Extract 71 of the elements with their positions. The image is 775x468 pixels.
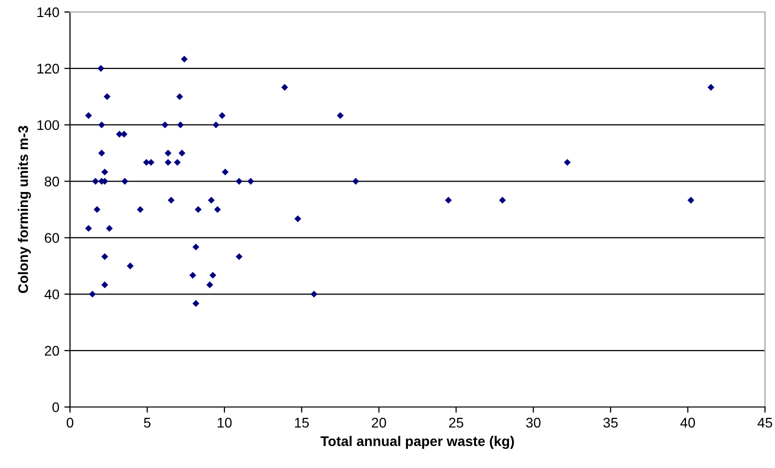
point	[97, 65, 104, 72]
y-tick-label: 40	[44, 289, 60, 300]
point	[218, 112, 226, 119]
x-axis-title: Total annual paper waste (kg)	[320, 436, 514, 449]
y-tick-label: 100	[37, 120, 60, 130]
point	[192, 244, 200, 250]
y-tick-label: 20	[44, 346, 60, 356]
point	[148, 158, 154, 166]
point	[168, 196, 175, 204]
point	[499, 196, 506, 204]
x-tick-label: 40	[680, 418, 695, 428]
y-axis-title: Colony forming units m-3	[18, 126, 31, 294]
point	[178, 150, 186, 156]
point	[120, 130, 128, 138]
x-tick-label: 35	[603, 418, 618, 428]
point	[206, 281, 214, 288]
point	[174, 158, 181, 166]
point	[176, 93, 184, 100]
point	[444, 196, 452, 204]
x-tick-label: 15	[295, 418, 309, 428]
point	[708, 84, 714, 91]
point	[336, 112, 344, 119]
point	[247, 178, 254, 185]
point	[236, 253, 243, 260]
point	[104, 93, 110, 100]
point	[352, 178, 360, 185]
point	[564, 158, 571, 166]
point	[222, 168, 229, 176]
point	[194, 206, 202, 213]
point	[294, 215, 302, 222]
point	[85, 112, 92, 119]
point	[164, 158, 172, 166]
point	[208, 196, 215, 204]
x-tick-label: 0	[66, 418, 74, 428]
point	[98, 150, 106, 156]
point	[177, 121, 184, 128]
point	[101, 253, 108, 260]
point	[136, 206, 144, 213]
point	[98, 121, 106, 128]
point	[106, 225, 113, 232]
point	[164, 150, 172, 156]
point	[101, 168, 108, 176]
x-tick-label: 45	[758, 418, 772, 428]
x-tick-label: 20	[372, 418, 386, 428]
point	[85, 225, 92, 232]
point	[310, 290, 318, 298]
x-tick-label: 25	[449, 418, 464, 428]
y-tick-label: 120	[37, 64, 60, 74]
x-tick-label: 10	[218, 418, 232, 428]
point	[162, 121, 168, 128]
point	[101, 281, 108, 288]
y-tick-label: 0	[52, 402, 60, 412]
y-tick-label: 140	[37, 7, 60, 18]
point	[121, 178, 128, 185]
point	[236, 178, 243, 185]
point	[687, 196, 694, 204]
point	[180, 56, 188, 63]
y-tick-label: 80	[44, 176, 60, 186]
point	[189, 272, 196, 279]
point	[212, 121, 220, 128]
point	[214, 206, 221, 213]
point	[94, 206, 100, 213]
point	[126, 262, 134, 270]
point	[88, 290, 96, 298]
point	[209, 272, 216, 279]
point	[192, 300, 200, 307]
x-tick-label: 5	[144, 418, 150, 428]
y-tick-label: 60	[44, 233, 60, 243]
x-tick-label: 30	[526, 418, 541, 428]
point	[281, 84, 288, 91]
point	[92, 178, 99, 185]
